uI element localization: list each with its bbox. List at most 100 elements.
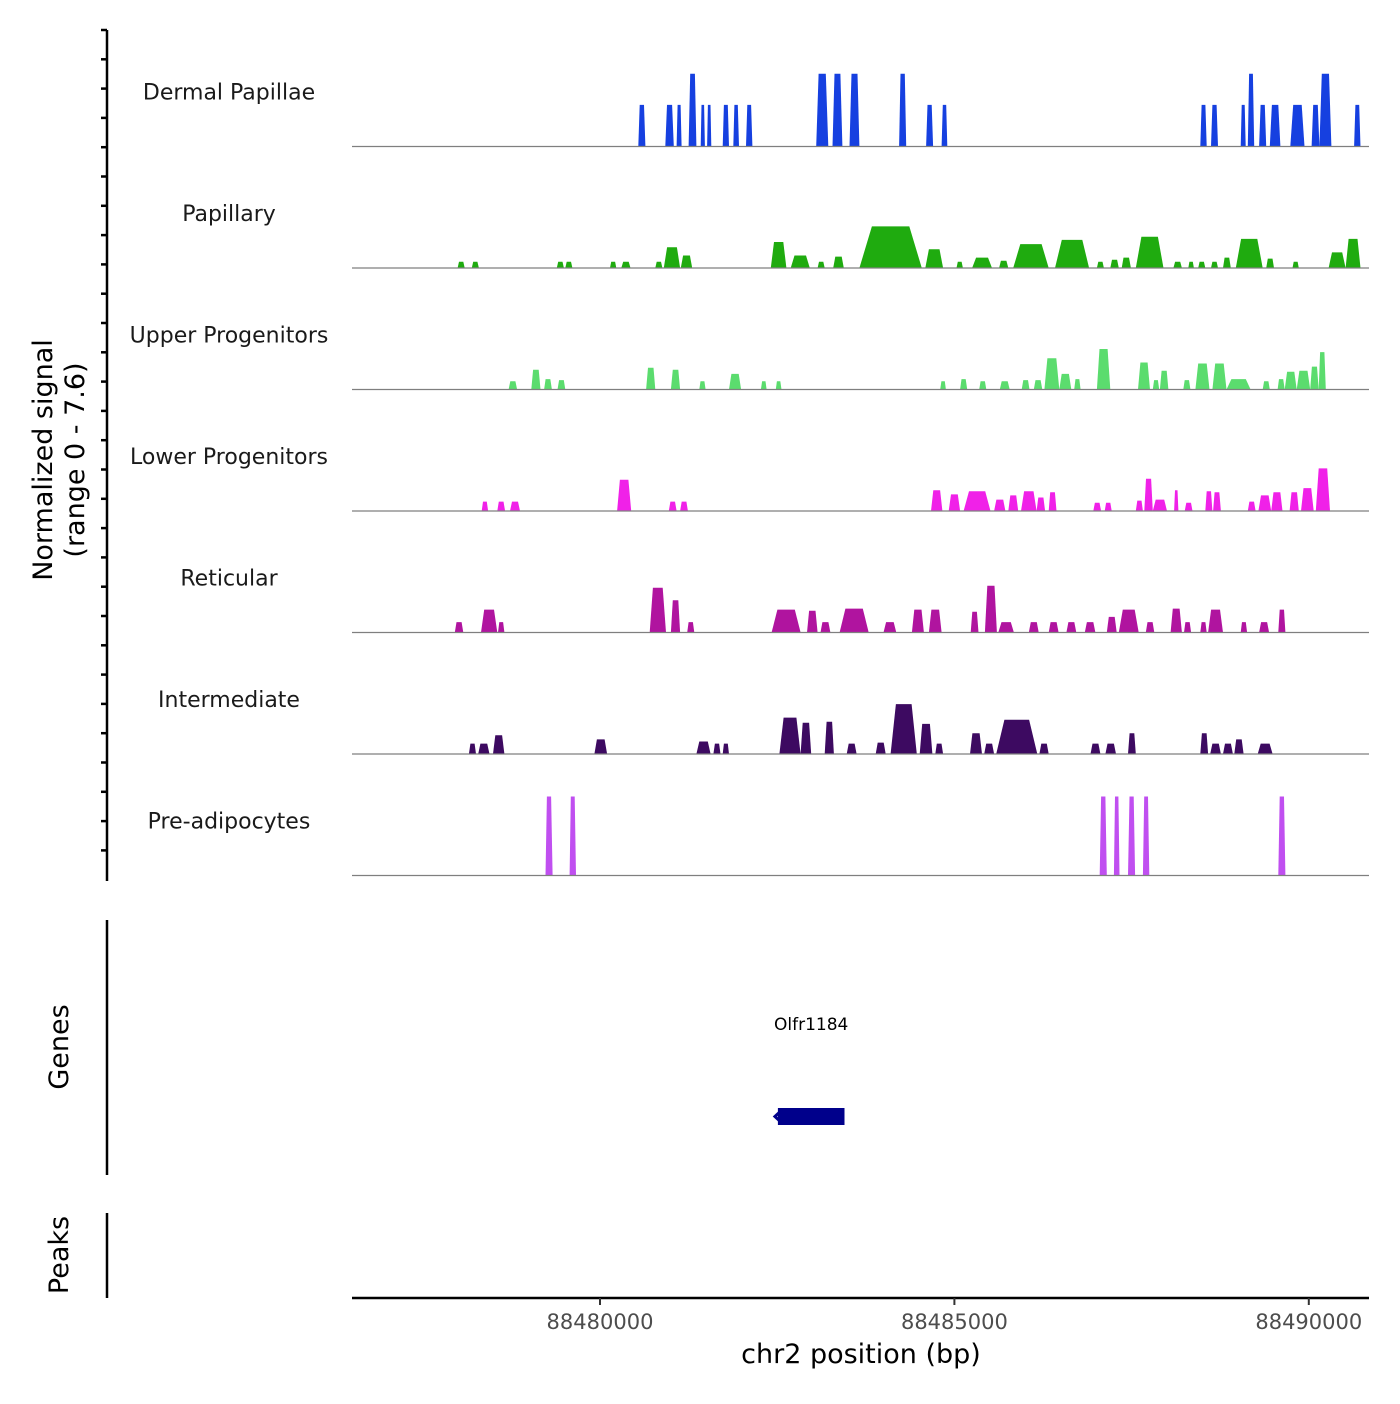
coverage-peak: [883, 622, 897, 633]
coverage-peak: [1290, 104, 1305, 147]
x-axis-title: chr2 position (bp): [741, 1339, 981, 1370]
coverage-peak: [746, 104, 753, 147]
coverage-peak: [621, 261, 631, 268]
coverage-peak: [1021, 491, 1037, 511]
y-axis-title: Normalized signal: [28, 339, 59, 581]
coverage-peak: [594, 739, 608, 754]
coverage-peak: [984, 585, 997, 633]
track-pre-adipocytes: Pre-adipocytes: [148, 796, 1369, 877]
coverage-peak: [1074, 379, 1081, 390]
track-dermal-papillae: Dermal Papillae: [143, 73, 1369, 148]
coverage-peak: [770, 242, 787, 268]
coverage-peak: [1301, 488, 1314, 511]
coverage-peak: [1211, 261, 1218, 268]
coverage-peak: [899, 73, 907, 147]
coverage-peak: [1223, 257, 1231, 268]
coverage-peak: [1296, 370, 1311, 390]
coverage-peak: [508, 381, 518, 390]
coverage-peak: [1188, 261, 1194, 268]
x-tick-label: 88480000: [547, 1310, 654, 1334]
coverage-peak: [824, 721, 834, 754]
coverage-peak: [970, 733, 982, 754]
coverage-peak: [497, 501, 506, 511]
coverage-peak: [457, 261, 465, 268]
coverage-peak: [1145, 622, 1155, 633]
coverage-peak: [1259, 622, 1270, 633]
coverage-peak: [1090, 743, 1101, 754]
coverage-peak: [1311, 104, 1320, 147]
coverage-peak: [928, 609, 942, 633]
coverage-peak: [649, 587, 666, 633]
coverage-peak: [1210, 743, 1221, 754]
coverage-peak: [1093, 502, 1102, 511]
track-intermediate: Intermediate: [158, 688, 1369, 755]
coverage-peak: [713, 743, 721, 754]
coverage-peak: [1284, 371, 1297, 390]
x-axis-ticks: 88480000 88485000 88490000: [547, 1298, 1362, 1334]
gene-olfr1184: Olfr1184: [772, 1015, 848, 1125]
coverage-peak: [1152, 380, 1160, 390]
peaks-track-title: Peaks: [44, 1216, 75, 1294]
coverage-peak: [498, 622, 505, 633]
coverage-peak: [1055, 239, 1090, 268]
coverage-peak: [1048, 622, 1059, 633]
gene-label: Olfr1184: [774, 1015, 848, 1035]
coverage-peak: [940, 381, 946, 390]
coverage-peak: [556, 261, 564, 268]
coverage-peak: [1271, 492, 1283, 511]
coverage-peak: [1159, 370, 1169, 390]
coverage-peak: [680, 255, 693, 268]
coverage-peak: [1106, 616, 1117, 633]
coverage-peak: [1113, 796, 1120, 876]
coverage-peak: [1135, 236, 1164, 268]
coverage-peak: [1226, 379, 1251, 390]
coverage-peak: [676, 104, 682, 147]
coverage-peak: [1084, 622, 1096, 633]
coverage-peak: [468, 743, 476, 754]
coverage-peak: [1183, 380, 1191, 390]
coverage-peak: [833, 256, 844, 268]
coverage-peak: [1033, 380, 1043, 390]
coverage-peak: [670, 600, 681, 633]
coverage-peak: [1110, 259, 1119, 268]
coverage-peak: [1247, 501, 1256, 511]
coverage-peak: [948, 494, 961, 511]
track-label: Dermal Papillae: [143, 81, 315, 106]
coverage-peak: [1310, 366, 1319, 390]
coverage-peak: [998, 622, 1014, 633]
gene-strand-arrow: [772, 1108, 783, 1125]
coverage-peak: [1021, 380, 1030, 390]
coverage-peak: [1328, 252, 1346, 268]
track-label: Lower Progenitors: [130, 445, 328, 470]
coverage-peak: [970, 611, 979, 633]
coverage-peak: [610, 261, 617, 268]
x-tick-label: 88490000: [1255, 1310, 1362, 1334]
coverage-peak: [999, 381, 1010, 390]
coverage-peak: [1104, 502, 1112, 511]
coverage-peak: [1240, 622, 1248, 633]
peaks-panel: Peaks: [44, 1213, 109, 1298]
coverage-peak: [670, 369, 681, 390]
coverage-peak: [638, 104, 646, 147]
coverage-peak: [481, 501, 489, 511]
track-label: Papillary: [182, 202, 276, 227]
coverage-peak: [956, 261, 963, 268]
coverage-peak: [531, 369, 541, 390]
coverage-peak: [646, 367, 656, 390]
coverage-peak: [846, 743, 857, 754]
coverage-peak: [655, 261, 663, 268]
coverage-peak: [1096, 349, 1111, 390]
coverage-peak: [979, 381, 987, 390]
coverage-peak: [1128, 796, 1136, 876]
coverage-peak: [1059, 373, 1072, 390]
coverage-peak: [941, 104, 948, 147]
coverage-peak: [1315, 468, 1330, 511]
coverage-peak: [1173, 261, 1182, 268]
coverage-peak: [931, 490, 943, 511]
coverage-peak: [680, 501, 688, 511]
coverage-peak: [1354, 104, 1361, 147]
coverage-peak: [1266, 258, 1274, 268]
track-label: Intermediate: [158, 688, 300, 713]
coverage-peak: [963, 491, 991, 511]
coverage-peak: [510, 501, 520, 511]
